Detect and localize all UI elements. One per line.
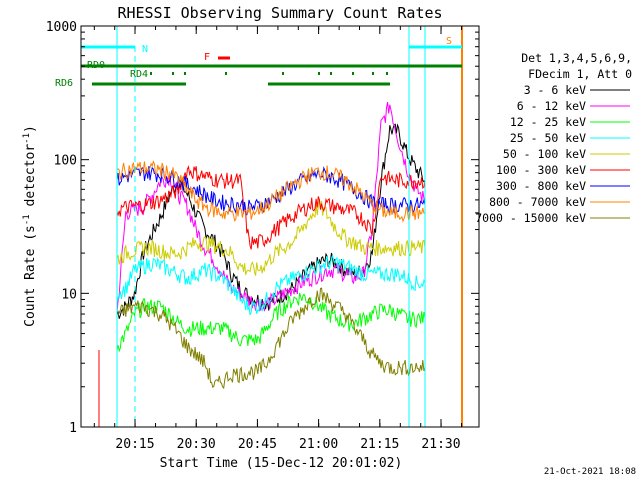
x-tick-label: 21:00: [299, 437, 338, 452]
y-tick-label: 10: [61, 287, 77, 302]
x-tick-label: 20:45: [238, 437, 277, 452]
rd4-dot: [282, 72, 284, 75]
series-line-7: [116, 160, 426, 223]
chart-title: RHESSI Observing Summary Count Rates: [117, 4, 442, 22]
legend-header-2: FDecim 1, Att 0: [528, 67, 632, 81]
series-layer: [98, 26, 463, 427]
legend-entry-label: 6 - 12 keV: [517, 99, 586, 113]
s-label: S: [446, 36, 452, 47]
legend-entry-label: 50 - 100 keV: [503, 147, 586, 161]
y-tick-label: 1000: [46, 20, 77, 35]
x-tick-label: 21:15: [360, 437, 399, 452]
legend-header-1: Det 1,3,4,5,6,9,: [521, 51, 632, 65]
legend-entry-label: 100 - 300 keV: [496, 163, 586, 177]
n-label: N: [142, 44, 148, 55]
x-tick-label: 21:30: [421, 437, 460, 452]
timestamp: 21-Oct-2021 18:08: [544, 467, 636, 477]
legend-entry-label: 7000 - 15000 keV: [475, 211, 586, 225]
rd4-dot: [318, 72, 320, 75]
series-line-5: [116, 165, 426, 250]
legend-entry-label: 25 - 50 keV: [510, 131, 586, 145]
flags-layer: RD0 RD4 RD6 F N S: [55, 36, 462, 89]
legend-entry-label: 3 - 6 keV: [524, 83, 586, 97]
series-line-3: [116, 253, 426, 316]
rd4-dot: [352, 72, 354, 75]
plot-frame: [80, 25, 480, 428]
axes-layer: 1000 100 10 1 20:15 20:30 20:45 21:00 21:15 21:30: [46, 20, 479, 452]
legend-entry-label: 12 - 25 keV: [510, 115, 586, 129]
x-tick-label: 20:15: [115, 437, 154, 452]
series-line-8: [116, 287, 426, 390]
x-tick-label: 20:30: [177, 437, 216, 452]
series-line-4: [116, 198, 426, 276]
rd6-label: RD6: [55, 78, 73, 89]
series-line-0: [116, 123, 426, 319]
y-tick-label: 1: [69, 421, 77, 436]
rd4-dot: [150, 72, 152, 75]
series-line-1: [116, 102, 426, 314]
legend-entry-label: 300 - 800 keV: [496, 179, 586, 193]
x-axis-label: Start Time (15-Dec-12 20:01:02): [160, 456, 403, 471]
y-axis-label: Count Rate (s-1 detector-1): [22, 125, 38, 327]
rd4-dot: [225, 72, 227, 75]
legend-entry-label: 800 - 7000 keV: [489, 195, 586, 209]
f-label: F: [204, 52, 210, 63]
rd4-dot: [172, 72, 174, 75]
rd4-dot: [386, 72, 388, 75]
rd4-dot: [330, 72, 332, 75]
rd4-dot: [184, 72, 186, 75]
rd4-dot: [372, 72, 374, 75]
y-tick-label: 100: [54, 154, 77, 169]
series-line-2: [116, 292, 426, 353]
legend: Det 1,3,4,5,6,9, FDecim 1, Att 0 3 - 6 k…: [475, 51, 632, 225]
rd4-label: RD4: [130, 69, 148, 80]
